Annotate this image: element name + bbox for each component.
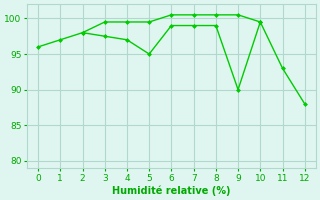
- X-axis label: Humidité relative (%): Humidité relative (%): [112, 185, 231, 196]
